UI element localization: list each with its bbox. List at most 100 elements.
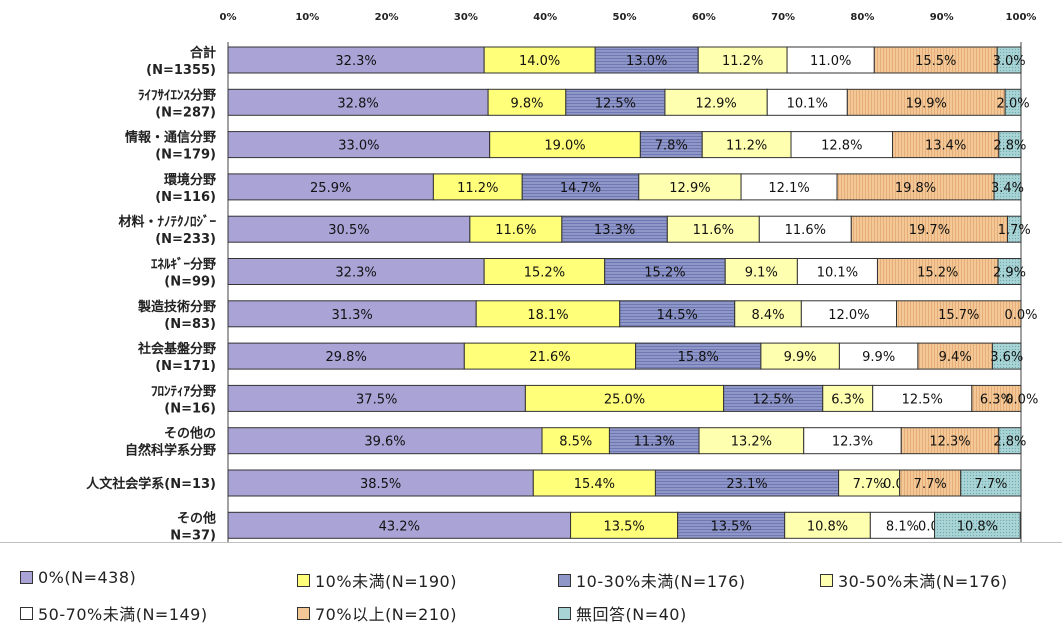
data-label: 7.7% — [914, 477, 947, 492]
bar-segment — [971, 384, 1022, 412]
bar-segment — [608, 427, 700, 455]
category-label: 社会基盤分野 — [137, 341, 216, 357]
x-axis: 0% 10% 20% 30% 40% 50% 60% 70% 80% 90% 100% — [220, 12, 1037, 542]
data-label: 12.9% — [669, 181, 710, 196]
data-label: 13.2% — [731, 435, 772, 450]
data-label: 37.5% — [356, 392, 397, 407]
bar-segment — [900, 427, 1000, 455]
data-label: 6.3% — [831, 392, 864, 407]
bar-segment — [227, 215, 471, 243]
bar-segment — [836, 173, 995, 201]
category-label: (N=99) — [164, 275, 216, 290]
data-label: 9.8% — [510, 96, 543, 111]
legend-swatch-70pct-plus — [297, 606, 310, 620]
data-label: 18.1% — [527, 308, 568, 323]
category-label: (N=16) — [164, 401, 216, 416]
data-label: 32.3% — [335, 54, 376, 69]
category-label: 情報・通信分野 — [125, 130, 216, 146]
data-label: 3.0% — [993, 54, 1026, 69]
category-label: 製造技術分野 — [137, 299, 216, 315]
legend-item-no-answer: 無回答(N=40) — [558, 601, 687, 625]
bar-segment — [803, 427, 902, 455]
data-label: 25.0% — [604, 392, 645, 407]
bar-segment — [993, 173, 1022, 201]
bar-segment — [524, 384, 725, 412]
legend: 0%(N=438) 10%未満(N=190) 10-30%未満(N=176) 3… — [0, 542, 1062, 631]
data-label: 11.3% — [634, 435, 675, 450]
category-label: 材料・ﾅﾉﾃｸﾉﾛｼﾞｰ — [118, 214, 216, 230]
bar-segment — [998, 427, 1022, 455]
data-label: 13.0% — [626, 54, 667, 69]
data-label: 14.7% — [560, 181, 601, 196]
bar-segment — [934, 511, 1021, 539]
bar-segment — [766, 88, 848, 116]
bar-segment — [790, 131, 894, 159]
bars: 32.3% 14.0% 13.0% 11.2% 11.0% 15.5% 3.0% 32.8% 9… — [227, 46, 1038, 539]
data-label: 15.4% — [574, 477, 615, 492]
bar-segment — [917, 342, 993, 370]
legend-swatch-30-50pct — [820, 573, 833, 587]
data-label: 15.8% — [678, 350, 719, 365]
data-label: 2.9% — [993, 266, 1026, 281]
legend-label-50-70pct: 50-70%未満(N=149) — [38, 605, 208, 624]
bar-segment — [594, 46, 699, 74]
bar-segment — [872, 384, 973, 412]
data-label: 10.1% — [787, 96, 828, 111]
x-tick-label: 100% — [1006, 12, 1037, 23]
category-label: ﾗｲﾌｻｲｴﾝｽ分野 — [138, 87, 216, 103]
category-label: (N=233) — [155, 232, 216, 247]
data-label: 12.0% — [828, 308, 869, 323]
data-label: 30.5% — [328, 223, 369, 238]
x-tick-label: 40% — [533, 12, 557, 23]
data-label: 8.4% — [752, 308, 785, 323]
data-label: 12.3% — [832, 435, 873, 450]
data-label: 7.8% — [655, 139, 688, 154]
data-label: 13.5% — [603, 519, 644, 534]
data-label: 12.8% — [821, 139, 862, 154]
data-label: 8.1% — [886, 519, 919, 534]
category-label: ﾌﾛﾝﾃｨｱ分野 — [151, 383, 216, 399]
category-label: 人文社会学系(N=13) — [86, 476, 216, 492]
data-label: 9.1% — [745, 266, 778, 281]
data-label: 10.8% — [957, 519, 998, 534]
bar-segment — [701, 131, 792, 159]
bar-segment — [521, 173, 640, 201]
data-label: 2.8% — [993, 435, 1026, 450]
data-label: 12.1% — [768, 181, 809, 196]
category-label: (N=179) — [155, 148, 216, 163]
data-label: 15.2% — [524, 266, 565, 281]
data-label: 39.6% — [364, 435, 405, 450]
legend-item-10-30pct: 10-30%未満(N=176) — [558, 568, 746, 592]
bar-segment — [654, 469, 840, 497]
data-label: 38.5% — [360, 477, 401, 492]
data-label: 15.2% — [917, 266, 958, 281]
category-label: 自然科学系分野 — [125, 443, 216, 459]
data-label: 12.3% — [929, 435, 970, 450]
bar-segment — [697, 46, 788, 74]
bar-segment — [1004, 88, 1022, 116]
data-label: 13.4% — [925, 139, 966, 154]
data-label: 43.2% — [379, 519, 420, 534]
category-label: 合計 — [190, 45, 216, 61]
data-label: 12.5% — [902, 392, 943, 407]
data-label: 0.0% — [1005, 392, 1038, 407]
bar-segment — [723, 384, 824, 412]
bar-segment — [227, 88, 489, 116]
bar-segment — [227, 342, 465, 370]
category-label: 環境分野 — [164, 172, 216, 188]
data-label: 15.7% — [938, 308, 979, 323]
bar-segment — [846, 88, 1006, 116]
category-label: (N=171) — [155, 359, 216, 374]
data-label: 12.5% — [753, 392, 794, 407]
legend-item-0pct: 0%(N=438) — [20, 568, 136, 587]
data-label: 19.0% — [544, 139, 585, 154]
data-label: 19.9% — [906, 96, 947, 111]
data-label: 6.3% — [980, 392, 1013, 407]
data-label: 3.4% — [991, 181, 1024, 196]
bar-segment — [895, 300, 1022, 328]
bar-segment — [561, 215, 668, 243]
data-label: 2.0% — [997, 96, 1030, 111]
bar-segment — [1007, 215, 1022, 243]
data-label: 13.3% — [594, 223, 635, 238]
legend-label-30-50pct: 30-50%未満(N=176) — [838, 572, 1008, 591]
